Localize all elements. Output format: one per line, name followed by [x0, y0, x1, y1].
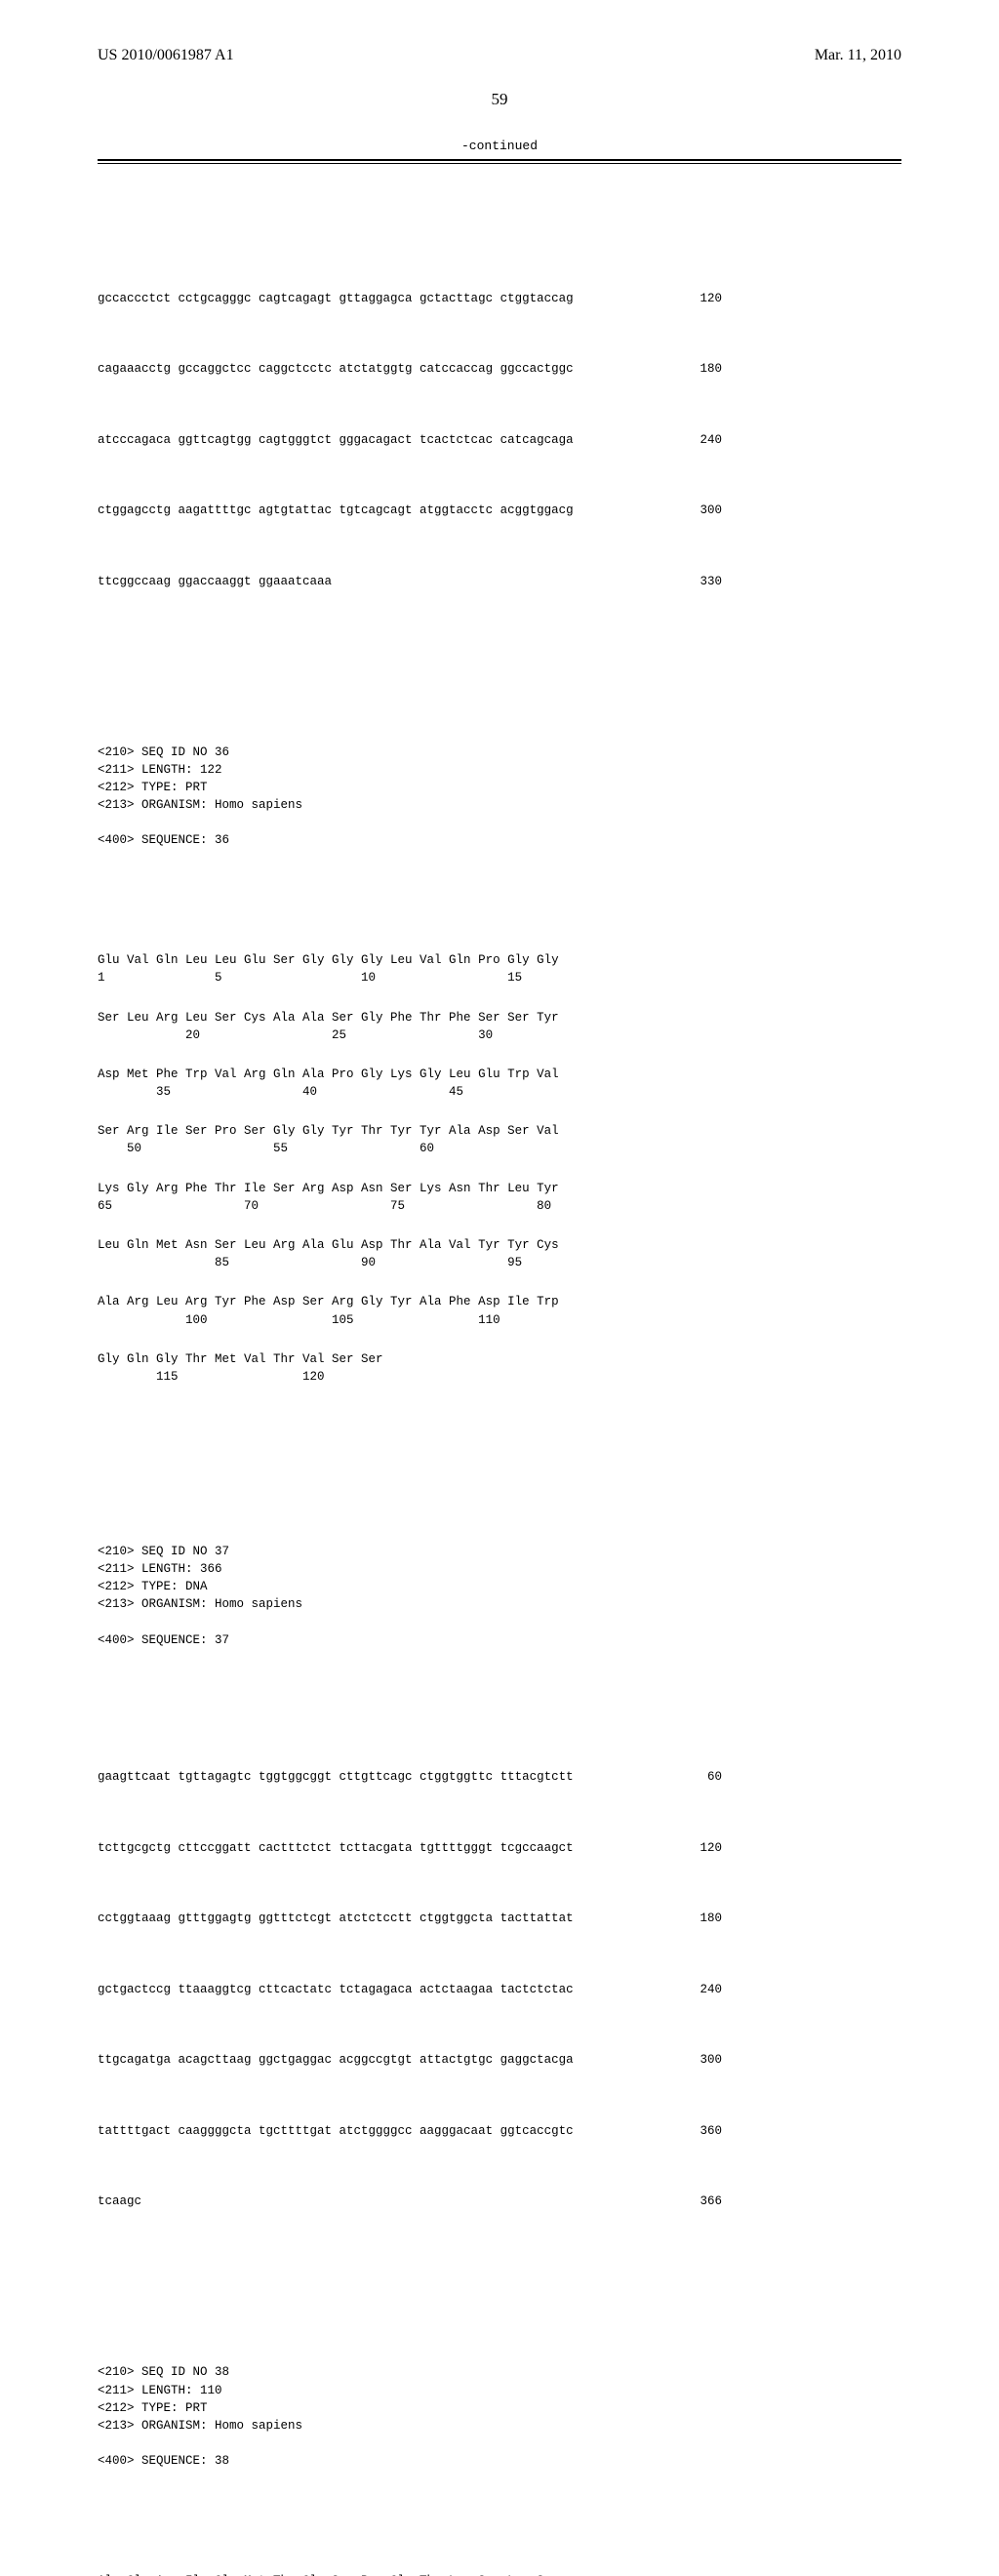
dna-row: ttgcagatga acagcttaag ggctgaggac acggccg… — [98, 2051, 722, 2069]
rule-bottom — [98, 163, 901, 164]
page-number: 59 — [98, 90, 901, 109]
seq38-meta: <210> SEQ ID NO 38 <211> LENGTH: 110 <21… — [98, 2346, 901, 2487]
dna-row: tcttgcgctg cttccggatt cactttctct tcttacg… — [98, 1839, 722, 1857]
sequence-listing: gccaccctct cctgcagggc cagtcagagt gttagga… — [98, 183, 901, 2576]
dna-row: cctggtaaag gtttggagtg ggtttctcgt atctctc… — [98, 1910, 722, 1927]
publication-date: Mar. 11, 2010 — [815, 47, 901, 64]
page-header: US 2010/0061987 A1 Mar. 11, 2010 — [98, 47, 901, 64]
publication-number: US 2010/0061987 A1 — [98, 47, 234, 64]
seq38-protein: Ala Gln Asp Ile Gln Met Thr Gln Ser Pro … — [98, 2555, 901, 2576]
dna-row: tattttgact caaggggcta tgcttttgat atctggg… — [98, 2122, 722, 2140]
dna-row: gctgactccg ttaaaggtcg cttcactatc tctagag… — [98, 1981, 722, 1998]
seq36-meta: <210> SEQ ID NO 36 <211> LENGTH: 122 <21… — [98, 726, 901, 867]
continued-label: -continued — [98, 139, 901, 153]
dna-block-top: gccaccctct cctgcagggc cagtcagagt gttagga… — [98, 255, 901, 626]
seq36-protein: Glu Val Gln Leu Leu Glu Ser Gly Gly Gly … — [98, 934, 901, 1425]
rule-top — [98, 159, 901, 161]
dna-row: gaagttcaat tgttagagtc tggtggcggt cttgttc… — [98, 1768, 722, 1786]
dna-row: cagaaacctg gccaggctcc caggctcctc atctatg… — [98, 360, 722, 378]
dna-row: tcaagc366 — [98, 2193, 722, 2210]
seq37-dna: gaagttcaat tgttagagtc tggtggcggt cttgttc… — [98, 1733, 901, 2246]
seq37-meta: <210> SEQ ID NO 37 <211> LENGTH: 366 <21… — [98, 1525, 901, 1667]
dna-row: ttcggccaag ggaccaaggt ggaaatcaaa330 — [98, 573, 722, 590]
dna-row: gccaccctct cctgcagggc cagtcagagt gttagga… — [98, 290, 722, 307]
dna-row: ctggagcctg aagattttgc agtgtattac tgtcagc… — [98, 502, 722, 519]
dna-row: atcccagaca ggttcagtgg cagtgggtct gggacag… — [98, 431, 722, 449]
